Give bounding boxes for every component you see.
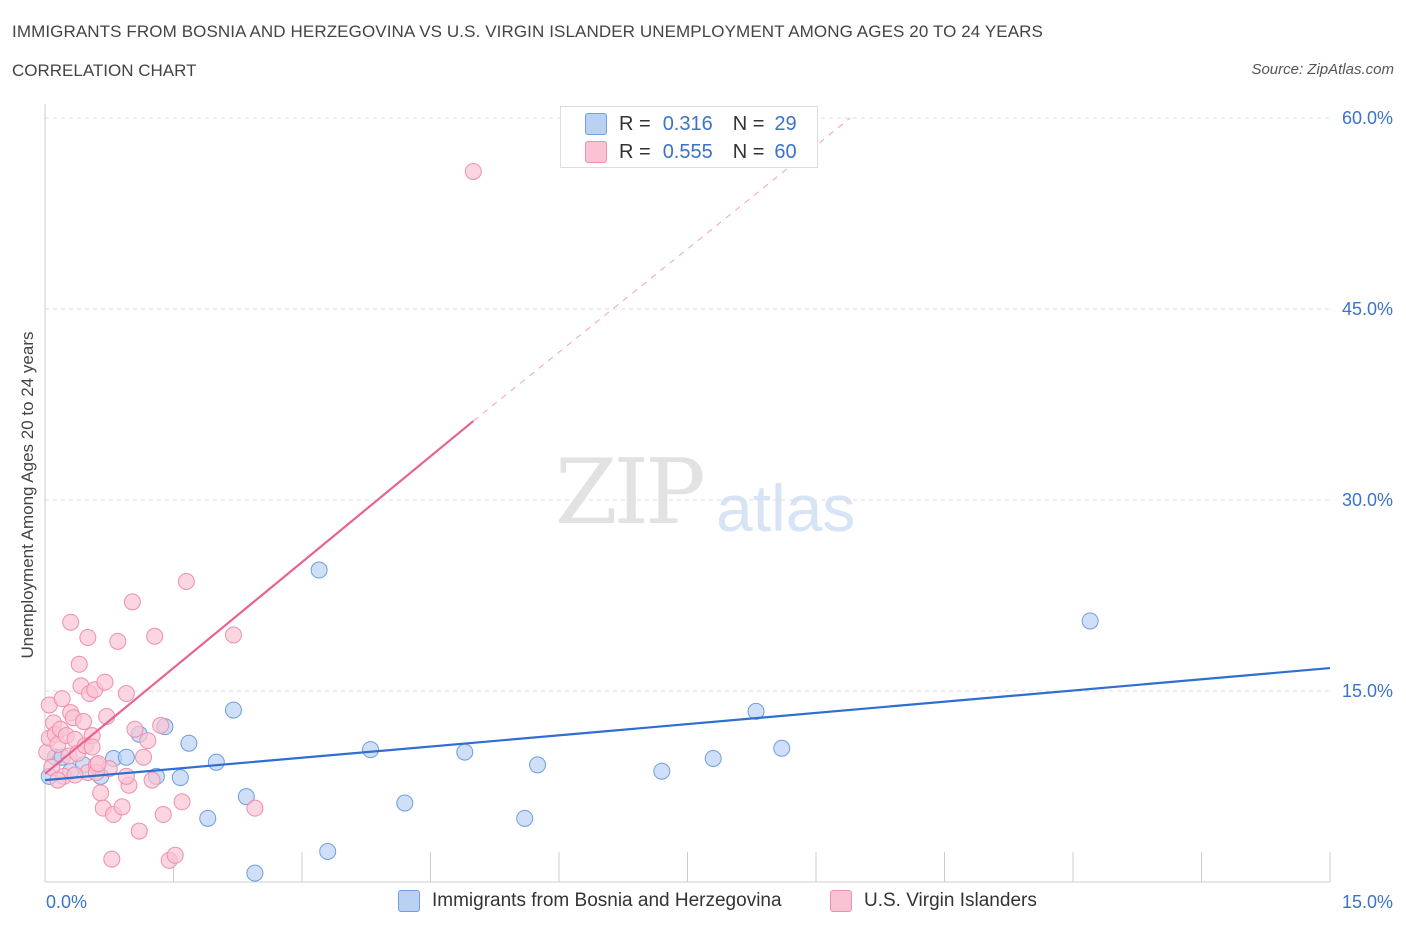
scatter-point-series2 <box>83 738 101 756</box>
scatter-point-series1 <box>456 743 474 761</box>
y-tick-label: 60.0% <box>1342 108 1393 128</box>
legend-r-value-series2: 0.555 <box>662 140 713 163</box>
legend-row-series1: R = 0.316 N = 29 <box>585 112 797 136</box>
scatter-point-series2 <box>139 732 157 750</box>
scatter-point-series1 <box>117 748 135 766</box>
scatter-point-series2 <box>75 713 93 731</box>
scatter-point-series1 <box>653 762 671 780</box>
scatter-point-series2 <box>109 632 127 650</box>
scatter-point-series2 <box>152 716 170 734</box>
x-tick-label-max: 15.0% <box>1342 892 1393 912</box>
scatter-point-series1 <box>237 788 255 806</box>
scatter-point-series1 <box>1081 612 1099 630</box>
trend-line-extension-series2 <box>473 117 851 422</box>
legend-n-value-series1: 29 <box>774 112 797 135</box>
legend-swatch-pink <box>585 141 607 163</box>
scatter-point-series1 <box>396 794 414 812</box>
scatter-point-series2 <box>146 627 164 645</box>
scatter-point-series1 <box>310 561 328 579</box>
scatter-point-series1 <box>773 739 791 757</box>
scatter-point-series2 <box>113 798 131 816</box>
watermark-atlas: atlas <box>716 471 856 545</box>
bottom-legend-item-series1: Immigrants from Bosnia and Herzegovina <box>398 890 782 912</box>
y-tick-label: 15.0% <box>1342 681 1393 701</box>
bottom-legend-swatch-blue <box>398 890 420 912</box>
y-axis-label: Unemployment Among Ages 20 to 24 years <box>18 331 37 659</box>
x-tick-label-min: 0.0% <box>46 892 87 912</box>
scatter-point-series2 <box>246 799 264 817</box>
chart-title: IMMIGRANTS FROM BOSNIA AND HERZEGOVINA V… <box>12 22 1043 41</box>
source-label: Source: ZipAtlas.com <box>1251 61 1394 78</box>
legend-r-label: R = <box>619 112 651 135</box>
scatter-point-series1 <box>246 864 264 882</box>
scatter-point-series2 <box>177 572 195 590</box>
scatter-point-series1 <box>704 749 722 767</box>
legend-n-value-series2: 60 <box>774 140 797 163</box>
watermark-zip: ZIP <box>555 440 706 545</box>
scatter-point-series2 <box>166 846 184 864</box>
trend-line-series2 <box>44 420 475 775</box>
scatter-point-series2 <box>135 748 153 766</box>
scatter-point-series2 <box>154 806 172 824</box>
y-tick-label: 30.0% <box>1342 490 1393 510</box>
scatter-point-series2 <box>62 613 80 631</box>
bottom-legend-swatch-pink <box>830 890 852 912</box>
scatter-point-series2 <box>66 766 84 784</box>
scatter-point-series1 <box>207 753 225 771</box>
scatter-point-series2 <box>117 685 135 703</box>
scatter-point-series1 <box>171 769 189 787</box>
bottom-legend-label-series2: U.S. Virgin Islanders <box>864 890 1037 911</box>
y-tick-label: 45.0% <box>1342 299 1393 319</box>
bottom-legend-item-series2: U.S. Virgin Islanders <box>830 890 1037 912</box>
scatter-point-series2 <box>92 784 110 802</box>
scatter-point-series2 <box>173 793 191 811</box>
scatter-point-series2 <box>79 629 97 647</box>
scatter-point-series1 <box>529 756 547 774</box>
scatter-point-series2 <box>464 162 482 180</box>
scatter-point-series2 <box>126 720 144 738</box>
scatter-point-series2 <box>89 755 107 773</box>
scatter-point-series2 <box>53 690 71 708</box>
scatter-point-series1 <box>224 701 242 719</box>
scatter-point-series2 <box>103 850 121 868</box>
scatter-point-series2 <box>130 822 148 840</box>
legend-swatch-blue <box>585 113 607 135</box>
legend-n-label: N = <box>732 112 765 135</box>
scatter-point-series1 <box>362 741 380 759</box>
trend-line-series1 <box>44 666 1331 782</box>
legend-r-label: R = <box>619 140 651 163</box>
scatter-point-series2 <box>224 626 242 644</box>
scatter-point-series1 <box>199 809 217 827</box>
scatter-point-series1 <box>516 809 534 827</box>
chart-subtitle: CORRELATION CHART <box>12 61 197 80</box>
scatter-point-series1 <box>319 842 337 860</box>
scatter-point-series2 <box>96 673 114 691</box>
scatter-point-series2 <box>117 767 135 785</box>
scatter-point-series2 <box>70 655 88 673</box>
scatter-point-series1 <box>180 734 198 752</box>
legend-n-label: N = <box>732 140 765 163</box>
bottom-legend-label-series1: Immigrants from Bosnia and Herzegovina <box>432 890 782 911</box>
scatter-point-series2 <box>123 593 141 611</box>
scatter-point-series1 <box>747 702 765 720</box>
scatter-point-series2 <box>143 771 161 789</box>
legend-r-value-series1: 0.316 <box>662 112 713 135</box>
legend-row-series2: R = 0.555 N = 60 <box>585 140 797 164</box>
correlation-legend: R = 0.316 N = 29 R = 0.555 N = 60 <box>560 106 818 168</box>
